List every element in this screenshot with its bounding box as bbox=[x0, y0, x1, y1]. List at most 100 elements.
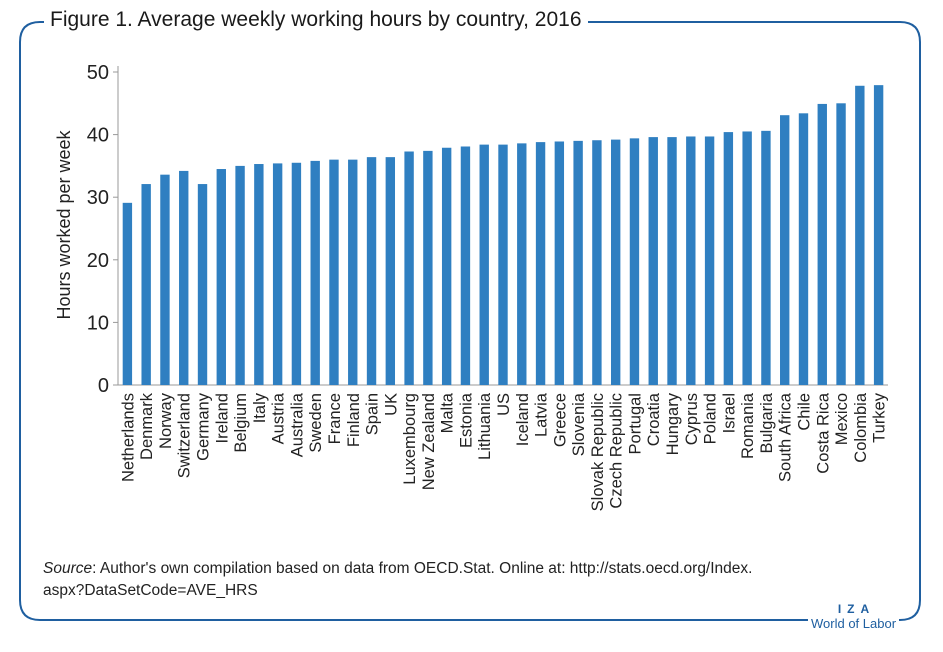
x-tick-label: Sweden bbox=[307, 393, 325, 453]
x-tick-label: Norway bbox=[157, 392, 175, 449]
x-tick-label: Belgium bbox=[232, 393, 250, 453]
bar-us bbox=[498, 144, 508, 385]
bar-finland bbox=[348, 159, 358, 385]
x-tick-label: France bbox=[326, 393, 344, 444]
bar-uk bbox=[385, 157, 396, 385]
bar-poland bbox=[704, 136, 715, 385]
bar-lithuania bbox=[479, 144, 489, 385]
x-tick-label: Hungary bbox=[664, 392, 682, 455]
source-text-continued: aspx?DataSetCode=AVE_HRS bbox=[43, 582, 258, 599]
x-tick-label: Finland bbox=[345, 393, 363, 447]
x-tick-label: Ireland bbox=[213, 393, 231, 443]
x-tick-label: Luxembourg bbox=[401, 393, 419, 485]
bar-slovenia bbox=[573, 140, 583, 385]
iza-world-of-labor: World of Labor bbox=[808, 616, 900, 631]
x-tick-label: Turkey bbox=[871, 392, 889, 443]
x-tick-label: Switzerland bbox=[176, 393, 194, 478]
bar-netherlands bbox=[122, 202, 133, 385]
x-tick-label: Israel bbox=[720, 393, 738, 433]
x-tick-label: Poland bbox=[702, 393, 720, 444]
bar-iceland bbox=[517, 143, 527, 385]
bar-norway bbox=[160, 174, 170, 385]
y-tick-label: 50 bbox=[87, 62, 109, 84]
source-note: Source: Author's own compilation based o… bbox=[43, 558, 843, 602]
bar-colombia bbox=[855, 85, 865, 385]
x-tick-label: Austria bbox=[270, 392, 288, 444]
x-tick-label: Malta bbox=[439, 392, 457, 433]
bar-ireland bbox=[216, 169, 226, 385]
bar-luxembourg bbox=[404, 151, 414, 385]
frame-border bbox=[19, 21, 921, 621]
x-tick-label: Croatia bbox=[645, 392, 663, 446]
y-axis: 0 10 20 30 40 50 bbox=[87, 62, 888, 397]
x-tick-label: Costa Rica bbox=[814, 392, 832, 474]
x-tick-label: South Africa bbox=[777, 392, 795, 482]
x-tick-label: Bulgaria bbox=[758, 392, 776, 453]
bar-turkey bbox=[873, 85, 884, 386]
bar-czech-republic bbox=[610, 139, 621, 385]
x-tick-label: Spain bbox=[364, 393, 382, 435]
x-tick-label: Estonia bbox=[457, 392, 475, 448]
iza-letters: IZA bbox=[837, 602, 876, 616]
x-tick-label: Slovenia bbox=[570, 392, 588, 456]
bar-germany bbox=[197, 184, 208, 385]
bar-italy bbox=[254, 164, 264, 385]
bar-croatia bbox=[648, 137, 658, 385]
x-tick-label: Australia bbox=[288, 392, 306, 457]
y-axis-label: Hours worked per week bbox=[54, 129, 74, 319]
bar-belgium bbox=[235, 165, 245, 385]
bar-sweden bbox=[310, 160, 320, 385]
bar-france bbox=[329, 159, 339, 385]
bar-costa-rica bbox=[817, 103, 827, 386]
figure-title: Figure 1. Average weekly working hours b… bbox=[44, 8, 588, 32]
x-tick-label: Germany bbox=[195, 392, 213, 461]
bar-israel bbox=[723, 132, 734, 385]
x-tick-label: Cyprus bbox=[683, 393, 701, 445]
x-tick-label: Slovak Republic bbox=[589, 393, 607, 511]
x-tick-label: Denmark bbox=[138, 392, 156, 460]
bar-chile bbox=[798, 113, 809, 385]
bar-south-africa bbox=[780, 115, 790, 385]
x-tick-label: Portugal bbox=[626, 393, 644, 454]
source-label: Source bbox=[43, 560, 93, 577]
x-tick-label: Colombia bbox=[852, 392, 870, 463]
iza-logo: IZA World of Labor bbox=[808, 602, 900, 631]
x-axis-labels: Netherlands Denmark Norway Switzerland Germa… bbox=[119, 392, 888, 511]
x-tick-label: Iceland bbox=[514, 393, 532, 446]
x-tick-label: Italy bbox=[251, 392, 269, 423]
bar-series bbox=[122, 85, 884, 386]
bar-australia bbox=[291, 162, 302, 385]
x-tick-label: Latvia bbox=[533, 392, 551, 437]
x-tick-label: Chile bbox=[795, 393, 813, 431]
x-tick-label: Mexico bbox=[833, 393, 851, 445]
y-tick-label: 0 bbox=[98, 375, 109, 397]
x-tick-label: Romania bbox=[739, 392, 757, 459]
bar-austria bbox=[272, 163, 283, 385]
bar-mexico bbox=[836, 103, 846, 386]
x-tick-label: US bbox=[495, 393, 513, 416]
x-tick-label: UK bbox=[382, 393, 400, 416]
bar-portugal bbox=[629, 138, 640, 385]
bar-denmark bbox=[141, 184, 151, 385]
x-tick-label: Netherlands bbox=[119, 393, 137, 482]
bar-greece bbox=[554, 141, 565, 385]
bar-hungary bbox=[667, 137, 677, 385]
bar-latvia bbox=[535, 142, 546, 385]
y-tick-label: 10 bbox=[87, 312, 109, 334]
bar-cyprus bbox=[686, 136, 696, 385]
bar-slovak-republic bbox=[592, 140, 602, 385]
bar-new-zealand bbox=[423, 150, 433, 385]
source-text: : Author's own compilation based on data… bbox=[92, 560, 753, 577]
bar-chart: 0 10 20 30 40 50 Netherlands Denmark Norway Swit… bbox=[54, 62, 889, 511]
bar-switzerland bbox=[179, 170, 189, 385]
x-tick-label: New Zealand bbox=[420, 393, 438, 490]
y-tick-label: 20 bbox=[87, 250, 109, 272]
y-tick-label: 40 bbox=[87, 125, 109, 147]
bar-romania bbox=[742, 131, 752, 385]
bar-malta bbox=[441, 147, 452, 385]
y-tick-label: 30 bbox=[87, 187, 109, 209]
x-tick-label: Greece bbox=[551, 393, 569, 447]
bar-spain bbox=[366, 157, 377, 385]
bar-bulgaria bbox=[761, 130, 771, 385]
